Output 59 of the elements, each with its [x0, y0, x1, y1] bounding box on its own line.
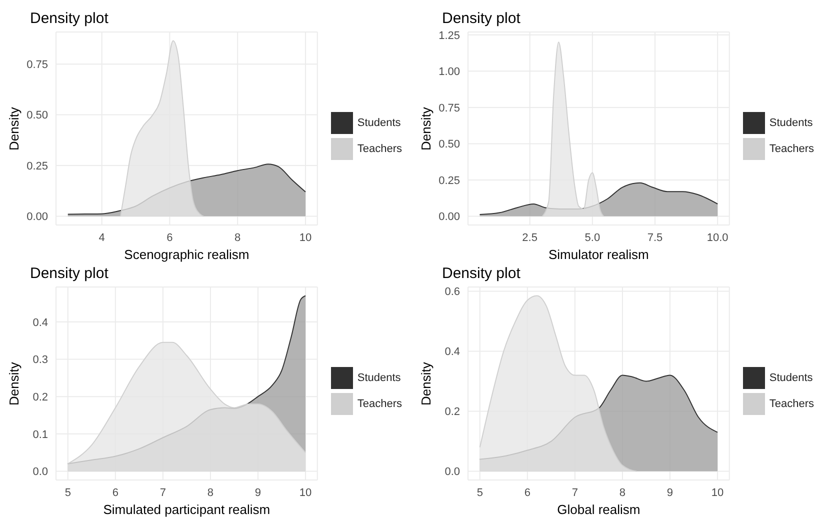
- y-tick-label: 0.75: [438, 102, 460, 114]
- x-axis-title: Simulator realism: [548, 247, 649, 262]
- legend-label: Teachers: [357, 398, 402, 410]
- x-tick-label: 9: [666, 486, 674, 499]
- y-tick-label: 0.00: [438, 211, 460, 224]
- y-tick-label: 0.75: [26, 58, 48, 71]
- y-tick-label: 0.1: [32, 428, 48, 441]
- x-tick-label: 8: [207, 486, 214, 499]
- x-tick-label: 5.0: [584, 232, 600, 244]
- y-tick-label: 0.4: [32, 316, 48, 329]
- y-tick-label: 0.50: [438, 138, 460, 151]
- x-tick-label: 5: [476, 486, 483, 499]
- x-axis-title: Global realism: [557, 502, 640, 517]
- x-tick-label: 4: [98, 232, 105, 244]
- x-axis-title: Simulated participant realism: [103, 502, 270, 517]
- legend-label: Students: [769, 372, 813, 384]
- y-tick-label: 1.00: [438, 66, 460, 78]
- x-tick-label: 7.5: [647, 232, 663, 244]
- x-tick-label: 7: [572, 486, 578, 499]
- chart-title: Density plot: [30, 265, 108, 282]
- x-tick-label: 8: [234, 232, 241, 244]
- y-tick-label: 1.25: [438, 30, 460, 42]
- y-tick-label: 0.2: [32, 391, 48, 404]
- x-tick-label: 10: [711, 486, 724, 499]
- chart-title: Density plot: [30, 10, 108, 27]
- x-tick-label: 2.5: [522, 232, 538, 244]
- chart-title: Density plot: [442, 10, 520, 27]
- legend-label: Students: [357, 372, 401, 384]
- legend-label: Students: [769, 116, 813, 128]
- y-tick-label: 0.4: [444, 346, 460, 358]
- y-axis-title: Density: [418, 106, 434, 150]
- y-tick-label: 0.0: [32, 466, 48, 478]
- x-tick-label: 10: [299, 486, 312, 499]
- x-axis-title: Scenographic realism: [124, 247, 250, 262]
- x-tick-label: 6: [112, 486, 118, 499]
- x-tick-label: 8: [619, 486, 626, 499]
- x-tick-label: 5: [64, 486, 71, 499]
- x-tick-label: 10.0: [706, 232, 728, 244]
- y-tick-label: 0.0: [444, 466, 460, 478]
- legend-label: Students: [357, 116, 401, 128]
- y-tick-label: 0.50: [26, 110, 48, 122]
- x-tick-label: 10: [299, 232, 312, 244]
- y-tick-label: 0.3: [32, 354, 48, 366]
- y-tick-label: 0.6: [444, 286, 460, 298]
- y-tick-label: 0.25: [26, 160, 48, 172]
- chart-title: Density plot: [442, 265, 520, 282]
- y-tick-label: 0.00: [26, 211, 48, 224]
- x-tick-label: 6: [166, 232, 173, 244]
- y-axis-title: Density: [418, 362, 434, 406]
- legend-label: Teachers: [769, 398, 814, 410]
- x-tick-label: 9: [254, 486, 262, 499]
- y-tick-label: 0.25: [438, 174, 460, 187]
- legend-label: Teachers: [357, 142, 402, 154]
- y-axis-title: Density: [6, 362, 22, 406]
- y-axis-title: Density: [6, 106, 22, 150]
- y-tick-label: 0.2: [444, 406, 460, 418]
- x-tick-label: 7: [160, 486, 166, 499]
- legend-label: Teachers: [769, 142, 814, 154]
- x-tick-label: 6: [524, 486, 530, 499]
